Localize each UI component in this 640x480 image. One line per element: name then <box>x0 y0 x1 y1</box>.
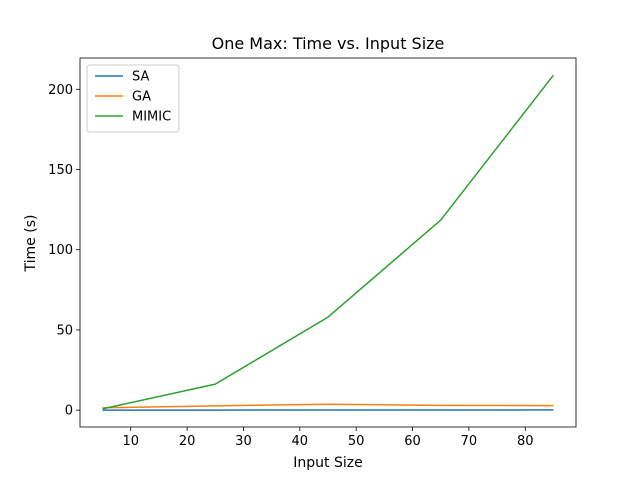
y-tick-label: 100 <box>48 243 73 258</box>
y-tick-label: 150 <box>48 163 73 178</box>
x-tick-label: 50 <box>348 434 365 449</box>
y-axis-label: Time (s) <box>23 215 39 273</box>
y-tick-label: 50 <box>56 323 73 338</box>
chart-title: One Max: Time vs. Input Size <box>212 34 445 53</box>
axes-frame <box>79 57 577 428</box>
plot-area: 10 20 30 40 50 60 70 80 0 50 100 150 200 SA GA MIMIC <box>48 57 577 449</box>
series-line-mimic <box>102 74 555 410</box>
x-tick-label: 40 <box>292 434 309 449</box>
x-tick-label: 80 <box>517 434 534 449</box>
x-tick-label: 30 <box>235 434 252 449</box>
series-line-ga <box>102 403 554 409</box>
x-axis-label: Input Size <box>293 455 362 471</box>
legend-label-sa: SA <box>132 70 149 85</box>
y-tick-label: 200 <box>48 83 73 98</box>
x-tick-label: 60 <box>404 434 421 449</box>
y-tick-label: 0 <box>65 404 73 419</box>
x-tick-label: 70 <box>461 434 478 449</box>
x-tick-label: 10 <box>122 434 139 449</box>
x-tick-label: 20 <box>179 434 196 449</box>
legend-label-mimic: MIMIC <box>132 110 171 125</box>
legend-label-ga: GA <box>132 90 151 105</box>
